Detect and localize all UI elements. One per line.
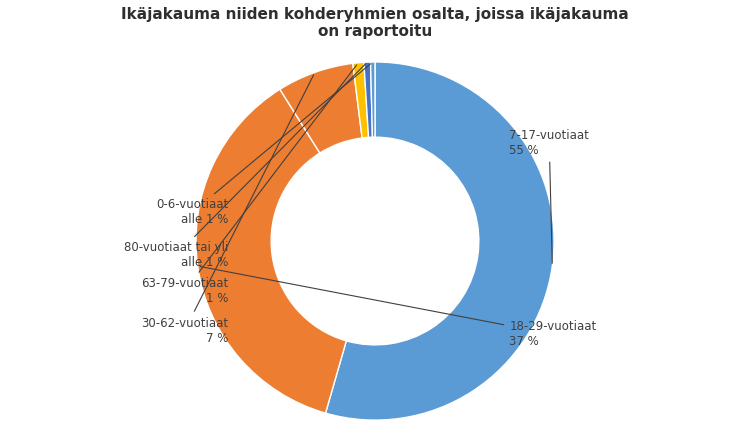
Text: 0-6-vuotiaat
alle 1 %: 0-6-vuotiaat alle 1 % — [156, 64, 370, 226]
Text: 80-vuotiaat tai yli
alle 1 %: 80-vuotiaat tai yli alle 1 % — [124, 64, 365, 269]
Title: Ikäjakauma niiden kohderyhmien osalta, joissa ikäjakauma
on raportoitu: Ikäjakauma niiden kohderyhmien osalta, j… — [122, 7, 628, 39]
Wedge shape — [352, 62, 368, 138]
Wedge shape — [326, 62, 554, 420]
Wedge shape — [364, 62, 373, 137]
Wedge shape — [196, 89, 346, 413]
Wedge shape — [280, 63, 362, 153]
Wedge shape — [370, 62, 375, 137]
Text: 63-79-vuotiaat
1 %: 63-79-vuotiaat 1 % — [141, 65, 357, 305]
Text: 18-29-vuotiaat
37 %: 18-29-vuotiaat 37 % — [200, 266, 596, 348]
Text: 30-62-vuotiaat
7 %: 30-62-vuotiaat 7 % — [141, 75, 314, 344]
Text: 7-17-vuotiaat
55 %: 7-17-vuotiaat 55 % — [509, 129, 590, 263]
